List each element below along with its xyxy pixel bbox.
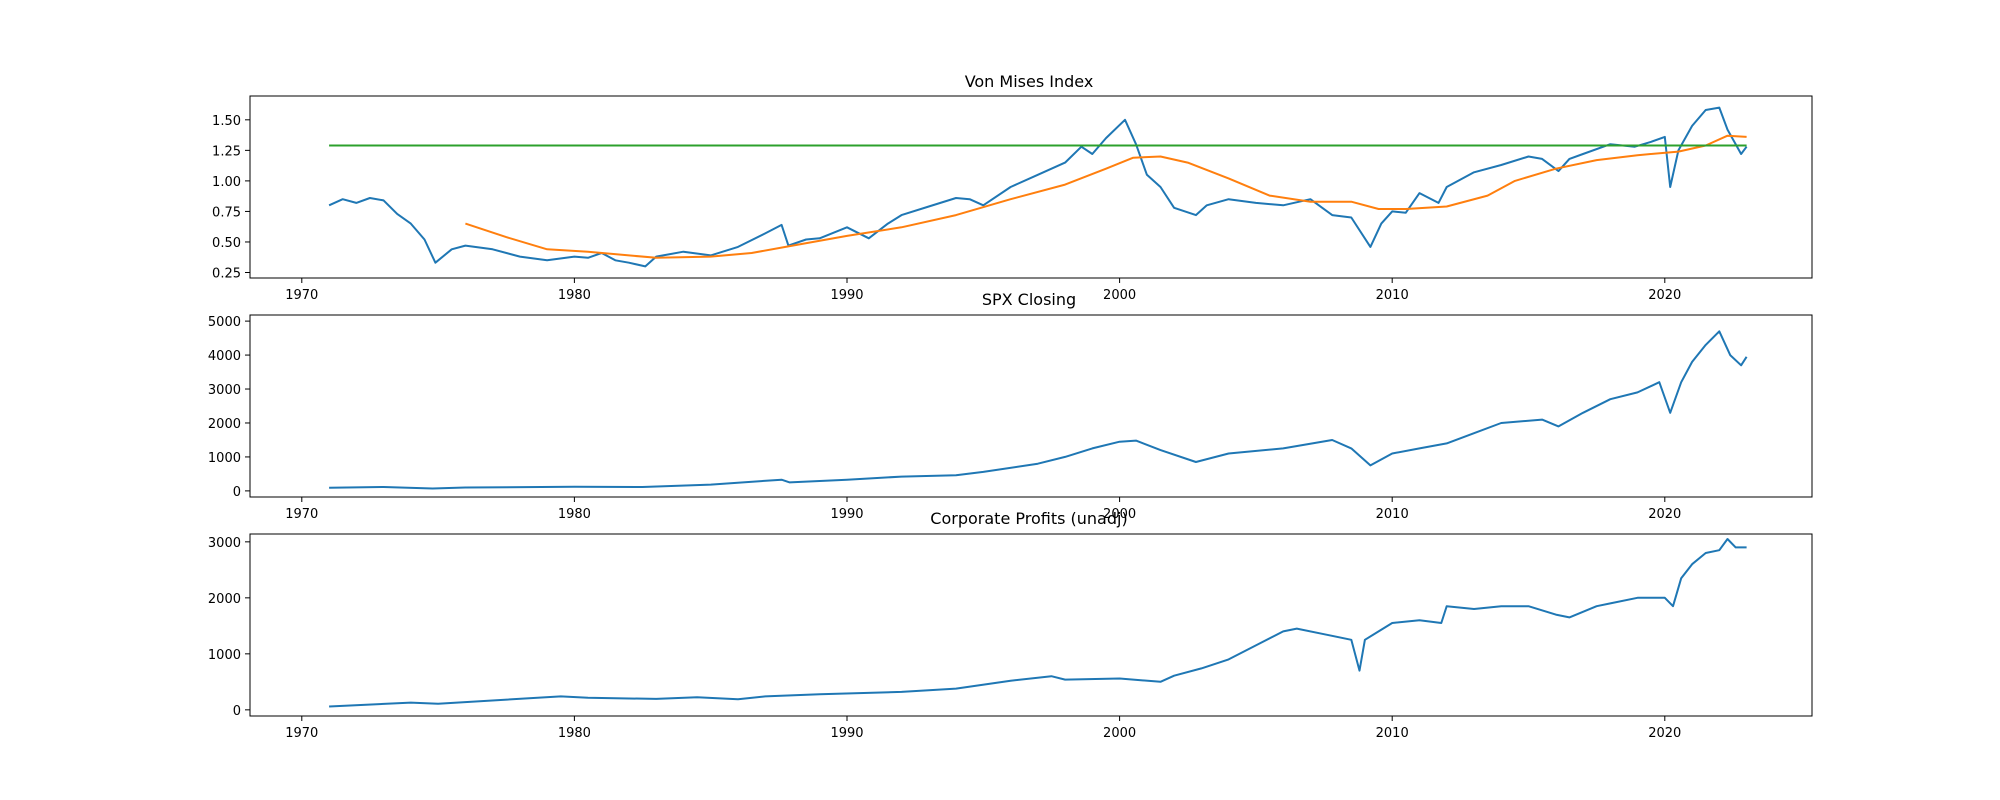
x-tick-label: 2000 — [1103, 726, 1136, 741]
panel-corporate-profits: Corporate Profits (unadj) 1970 1980 1990 20… — [208, 509, 1813, 741]
panel-title: Corporate Profits (unadj) — [930, 509, 1127, 528]
x-tick-label: 1990 — [830, 288, 863, 303]
y-tick-label: 3000 — [208, 383, 241, 398]
y-tick-label: 1000 — [208, 648, 241, 663]
series-line-0 — [328, 106, 1748, 268]
y-tick-label: 3000 — [208, 536, 241, 551]
axes-frame — [249, 314, 1813, 498]
x-tick-label: 1980 — [558, 288, 591, 303]
axes-frame — [249, 533, 1813, 717]
panel-title: Von Mises Index — [965, 72, 1094, 91]
x-tick-label: 1990 — [830, 507, 863, 522]
y-tick-label: 5000 — [208, 315, 241, 330]
y-tick-label: 1.50 — [212, 114, 241, 129]
y-tick-label: 0.75 — [212, 205, 241, 220]
x-tick-label: 2010 — [1376, 726, 1409, 741]
series-line-0 — [329, 538, 1747, 708]
y-tick-label: 1.00 — [212, 175, 241, 190]
y-tick-label: 4000 — [208, 349, 241, 364]
x-tick-label: 2000 — [1103, 288, 1136, 303]
axes-frame — [249, 95, 1813, 279]
x-tick-label: 2000 — [1103, 507, 1136, 522]
y-tick-label: 1000 — [208, 451, 241, 466]
panel-title: SPX Closing — [982, 290, 1076, 309]
panel-von-mises-index: Von Mises Index 1970 1980 1990 2000 2010 2020… — [212, 72, 1813, 303]
x-tick-label: 1980 — [558, 726, 591, 741]
x-tick-label: 2020 — [1648, 726, 1681, 741]
x-tick-label: 2010 — [1376, 288, 1409, 303]
y-tick-label: 0 — [233, 485, 241, 500]
y-tick-label: 2000 — [208, 592, 241, 607]
y-tick-label: 2000 — [208, 417, 241, 432]
x-tick-label: 1970 — [285, 726, 318, 741]
x-tick-label: 2020 — [1648, 288, 1681, 303]
plot-area: 1970 1980 1990 2000 2010 2020 0.25 0.50 0.75 1.00… — [212, 95, 1813, 303]
plot-area: 1970 1980 1990 2000 2010 2020 0 1000 2000 3000 — [208, 533, 1813, 741]
x-tick-label: 2010 — [1376, 507, 1409, 522]
x-tick-label: 1970 — [285, 507, 318, 522]
x-tick-label: 1980 — [558, 507, 591, 522]
plot-area: 1970 1980 1990 2000 2010 2020 0 1000 2000 3000 400… — [208, 314, 1813, 522]
y-tick-label: 0.25 — [212, 267, 241, 282]
series-line-0 — [329, 330, 1748, 490]
x-tick-label: 1970 — [285, 288, 318, 303]
x-tick-label: 2020 — [1648, 507, 1681, 522]
series-line-1 — [465, 134, 1747, 259]
y-tick-label: 1.25 — [212, 144, 241, 159]
y-tick-label: 0.50 — [212, 236, 241, 251]
panel-spx-closing: SPX Closing 1970 1980 1990 2000 2010 2020 0 100… — [208, 290, 1813, 522]
x-tick-label: 1990 — [830, 726, 863, 741]
y-tick-label: 0 — [233, 704, 241, 719]
